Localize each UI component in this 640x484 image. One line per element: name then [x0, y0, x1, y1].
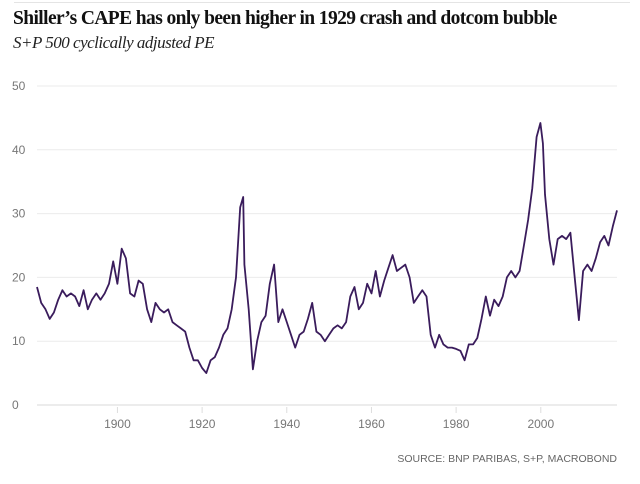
y-tick-label: 0 [12, 398, 19, 412]
x-tick-label: 1940 [273, 417, 300, 431]
chart-title: Shiller’s CAPE has only been higher in 1… [13, 8, 557, 29]
y-tick-label: 20 [12, 270, 26, 284]
x-tick-label: 1920 [189, 417, 216, 431]
x-tick-label: 1900 [104, 417, 131, 431]
cape-series-line [36, 122, 618, 374]
x-tick-label: 1980 [443, 417, 470, 431]
x-tick-label: 1960 [358, 417, 385, 431]
y-tick-label: 40 [12, 143, 26, 157]
top-divider [14, 2, 630, 3]
x-tick-label: 2000 [527, 417, 554, 431]
y-tick-label: 10 [12, 334, 26, 348]
y-tick-label: 50 [12, 79, 26, 93]
y-tick-label: 30 [12, 207, 26, 221]
chart-subtitle: S+P 500 cyclically adjusted PE [13, 33, 215, 52]
source-note: SOURCE: BNP PARIBAS, S+P, MACROBOND [397, 453, 617, 465]
